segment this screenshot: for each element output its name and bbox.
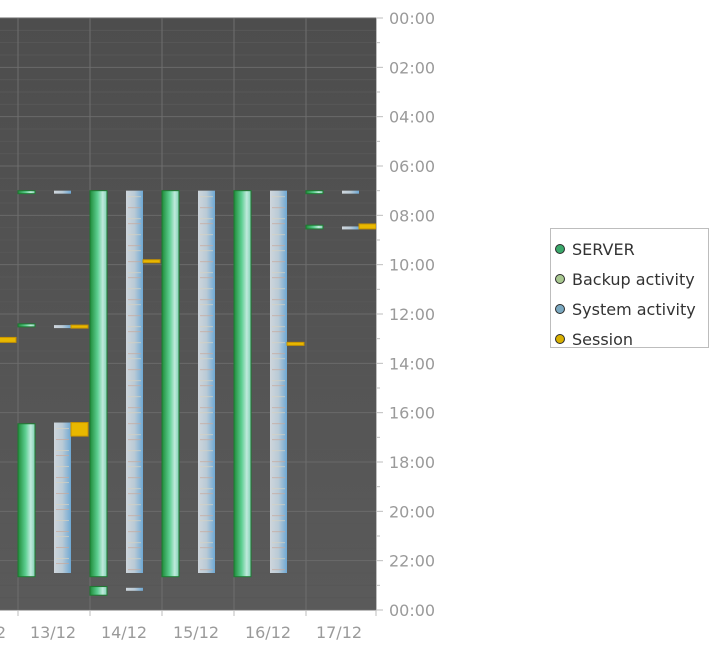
legend-marker-icon	[555, 244, 565, 254]
legend-label: Backup activity	[572, 269, 695, 289]
system-activity-bar	[342, 226, 359, 230]
system-activity-bar	[54, 422, 71, 573]
session-bar	[358, 223, 376, 230]
system-activity-bar	[126, 587, 143, 591]
session-bar	[70, 324, 89, 329]
legend-item: SERVER	[551, 234, 708, 264]
server-bar	[17, 423, 36, 578]
y-tick-label: 20:00	[389, 502, 435, 521]
x-tick-label: 14/12	[101, 623, 147, 642]
legend-item: System activity	[551, 294, 708, 324]
legend-marker-icon	[555, 334, 565, 344]
x-tick-label: 16/12	[245, 623, 291, 642]
x-tick-label: 17/12	[316, 623, 362, 642]
system-activity-bar	[342, 190, 359, 194]
system-activity-bar	[54, 325, 71, 329]
y-tick-label: 00:00	[389, 601, 435, 620]
legend-marker-icon	[555, 304, 565, 314]
y-tick-label: 08:00	[389, 206, 435, 225]
y-tick-label: 12:00	[389, 305, 435, 324]
y-tick-label: 18:00	[389, 453, 435, 472]
server-bar	[305, 190, 324, 195]
session-bar	[0, 336, 17, 343]
chart-legend: SERVER Backup activity System activity Sess…	[550, 228, 709, 349]
legend-marker-icon	[555, 274, 565, 284]
y-tick-label: 04:00	[389, 108, 435, 127]
y-tick-label: 10:00	[389, 256, 435, 275]
x-tick-label: 13/12	[30, 623, 76, 642]
server-bar	[305, 224, 324, 230]
session-bar	[286, 341, 305, 346]
session-bar	[70, 422, 89, 437]
y-tick-label: 22:00	[389, 552, 435, 571]
legend-label: Session	[572, 329, 634, 349]
y-tick-label: 16:00	[389, 404, 435, 423]
x-tick-label: 15/12	[173, 623, 219, 642]
legend-item: Session	[551, 324, 708, 354]
y-tick-label: 06:00	[389, 157, 435, 176]
server-bar	[89, 586, 108, 596]
legend-item: Backup activity	[551, 264, 708, 294]
y-tick-label: 02:00	[389, 58, 435, 77]
x-tick-label: 2	[0, 623, 6, 642]
server-bar	[233, 190, 252, 578]
legend-label: SERVER	[572, 239, 635, 259]
server-bar	[161, 190, 180, 578]
y-tick-label: 00:00	[389, 9, 435, 28]
server-bar	[17, 323, 36, 328]
server-bar	[17, 190, 36, 195]
server-bar	[89, 190, 108, 578]
session-bar	[142, 259, 161, 264]
system-activity-bar	[54, 190, 71, 194]
legend-label: System activity	[572, 299, 696, 319]
y-tick-label: 14:00	[389, 354, 435, 373]
